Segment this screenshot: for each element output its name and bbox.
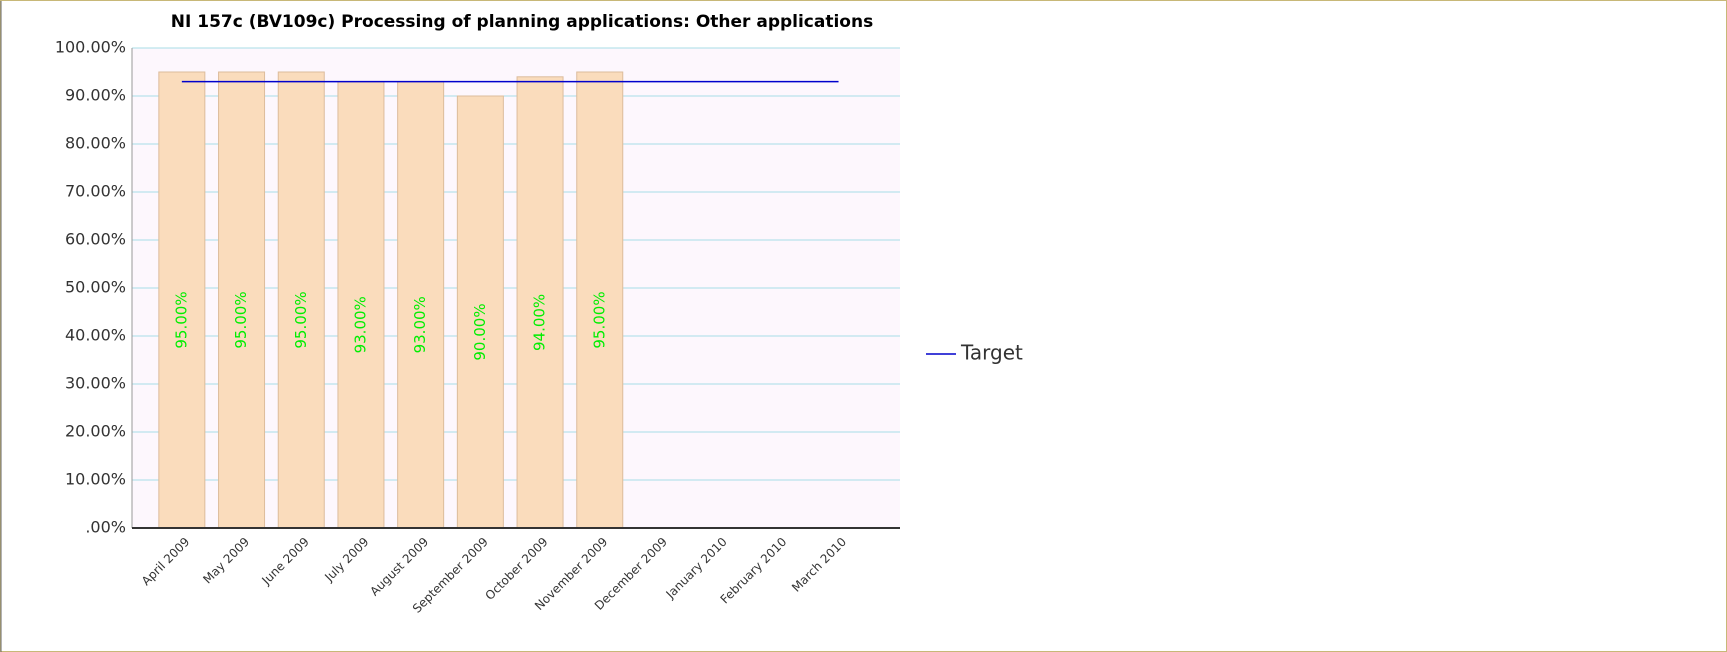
value-label: 95.00% bbox=[232, 291, 250, 348]
bar bbox=[576, 71, 624, 529]
bar bbox=[277, 71, 325, 529]
chart-title: NI 157c (BV109c) Processing of planning … bbox=[171, 12, 873, 32]
value-label: 93.00% bbox=[351, 296, 369, 353]
bar bbox=[337, 81, 385, 529]
value-label: 93.00% bbox=[411, 296, 429, 353]
legend-label: Target bbox=[960, 341, 1023, 365]
y-tick-label: .00% bbox=[85, 518, 126, 537]
value-label: 95.00% bbox=[172, 291, 190, 348]
value-label: 90.00% bbox=[471, 303, 489, 360]
y-tick-label: 10.00% bbox=[65, 470, 126, 489]
y-tick-label: 40.00% bbox=[65, 326, 126, 345]
value-label: 95.00% bbox=[292, 291, 310, 348]
y-tick-label: 30.00% bbox=[65, 374, 126, 393]
y-tick-label: 70.00% bbox=[65, 182, 126, 201]
y-tick-label: 50.00% bbox=[65, 278, 126, 297]
value-label: 95.00% bbox=[590, 291, 608, 348]
bar bbox=[456, 95, 504, 529]
y-tick-label: 100.00% bbox=[55, 38, 126, 57]
y-tick-label: 20.00% bbox=[65, 422, 126, 441]
bar bbox=[397, 81, 445, 529]
y-tick-label: 60.00% bbox=[65, 230, 126, 249]
value-label: 94.00% bbox=[531, 294, 549, 351]
y-tick-label: 80.00% bbox=[65, 134, 126, 153]
y-tick-label: 90.00% bbox=[65, 86, 126, 105]
